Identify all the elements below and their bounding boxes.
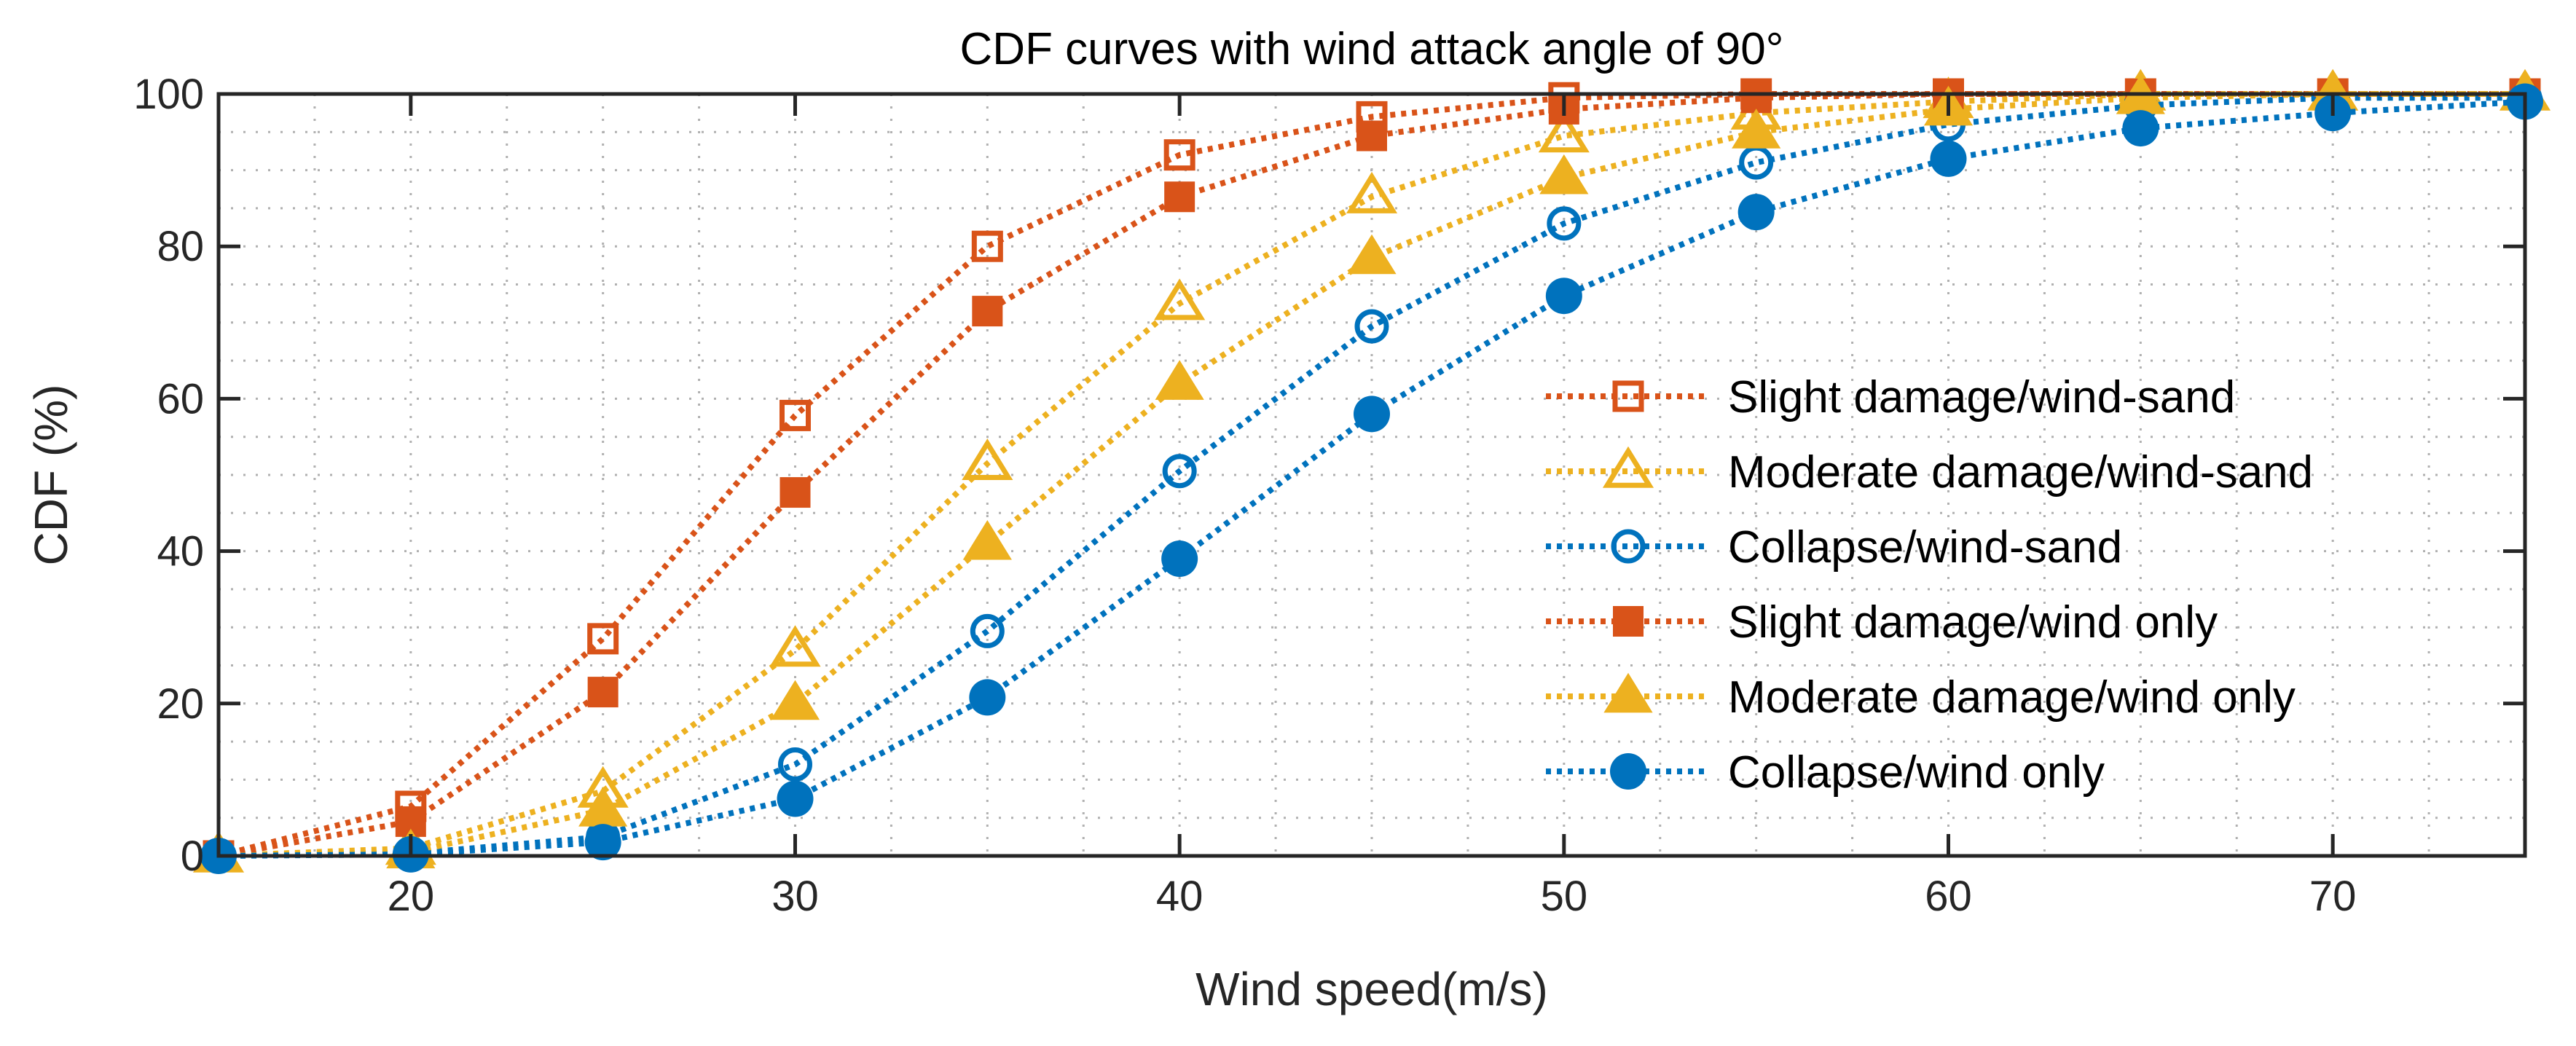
x-tick-label: 40 <box>1156 873 1203 920</box>
data-point <box>1732 109 1781 149</box>
data-point <box>584 824 621 861</box>
legend-label: Slight damage/wind-sand <box>1728 372 2235 422</box>
data-point <box>777 780 814 817</box>
y-tick-label: 100 <box>133 71 204 118</box>
data-point <box>1740 82 1772 114</box>
legend-marker <box>1613 606 1644 637</box>
data-point <box>1538 111 1590 153</box>
data-point <box>962 519 1012 560</box>
y-tick-label: 20 <box>157 680 204 728</box>
legend-item: Slight damage/wind only <box>1546 597 2218 648</box>
data-point <box>770 680 820 720</box>
series-6 <box>200 83 2543 874</box>
y-tick-label: 0 <box>181 833 204 880</box>
data-point <box>1161 540 1198 578</box>
legend-item: Slight damage/wind-sand <box>1546 372 2235 422</box>
data-point <box>1162 454 1197 489</box>
plot-frame <box>216 92 2527 858</box>
y-tick-label: 40 <box>157 528 204 575</box>
data-point <box>1354 309 1389 344</box>
data-point <box>969 679 1006 716</box>
y-tick-label: 60 <box>157 375 204 422</box>
data-point <box>780 399 811 431</box>
legend-marker <box>1610 753 1646 790</box>
data-point <box>1164 181 1195 213</box>
x-tick-label: 20 <box>388 873 435 920</box>
data-point <box>1545 278 1582 315</box>
data-point <box>780 477 811 508</box>
y-tick-label: 80 <box>157 223 204 270</box>
data-point <box>1739 145 1774 180</box>
data-point <box>1356 120 1387 152</box>
legend-item: Collapse/wind-sand <box>1546 522 2122 573</box>
data-point <box>1155 360 1204 400</box>
legend-label: Moderate damage/wind only <box>1728 672 2296 723</box>
data-point <box>587 623 619 655</box>
legend-label: Moderate damage/wind-sand <box>1728 447 2313 498</box>
data-point <box>2122 110 2159 147</box>
data-point <box>578 787 628 827</box>
data-point <box>1346 171 1398 213</box>
data-point <box>1347 234 1397 275</box>
series-line <box>218 91 2525 859</box>
data-point <box>1737 194 1775 231</box>
data-point <box>1539 154 1589 194</box>
legend-label: Slight damage/wind only <box>1728 597 2218 648</box>
legend-label: Collapse/wind-sand <box>1728 522 2122 573</box>
data-point <box>778 747 812 782</box>
legend-marker <box>1611 529 1646 564</box>
legend-marker <box>1602 446 1654 488</box>
series-line <box>218 91 2525 859</box>
data-point <box>1930 140 1967 177</box>
data-point <box>962 439 1013 481</box>
y-axis-label: CDF (%) <box>25 385 77 566</box>
data-point <box>970 613 1005 648</box>
legend-marker <box>1612 380 1644 412</box>
data-point <box>769 625 821 667</box>
legend-item: Collapse/wind only <box>1546 747 2105 798</box>
legend-label: Collapse/wind only <box>1728 747 2105 798</box>
legend: Slight damage/wind-sand Moderate damage/w… <box>1546 372 2313 798</box>
data-point <box>587 677 619 708</box>
data-point <box>1163 139 1195 171</box>
x-tick-label: 30 <box>771 873 819 920</box>
data-point <box>971 230 1003 262</box>
legend-item: Moderate damage/wind only <box>1546 672 2296 723</box>
x-axis-label: Wind speed(m/s) <box>1195 963 1548 1015</box>
data-point <box>1154 278 1206 321</box>
ticks: 20 30 40 50 60 70 0 20 40 60 80 100 <box>133 71 2525 920</box>
legend-marker <box>1603 672 1653 713</box>
x-tick-label: 50 <box>1541 873 1588 920</box>
x-tick-label: 70 <box>2309 873 2357 920</box>
data-point <box>1354 396 1390 433</box>
series-group <box>192 68 2551 874</box>
x-tick-label: 60 <box>1925 873 1972 920</box>
legend-item: Moderate damage/wind-sand <box>1546 446 2313 498</box>
data-point <box>1547 206 1582 241</box>
chart-title: CDF curves with wind attack angle of 90° <box>960 24 1784 74</box>
data-point <box>972 296 1003 327</box>
